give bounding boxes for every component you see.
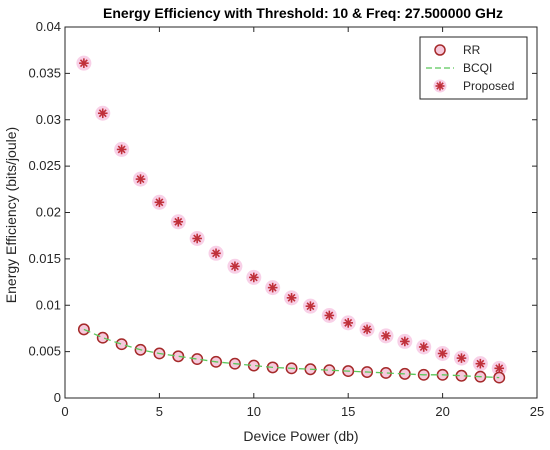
y-tick-label: 0.01 [36,297,61,312]
proposed-point-stroke [438,349,447,358]
legend-proposed-marker-stroke [436,82,444,90]
proposed-point [456,353,467,363]
proposed-point [437,348,448,359]
legend-bcqi-label: BCQI [463,61,492,75]
proposed-point-stroke [230,262,239,271]
rr-point [96,331,109,344]
proposed-point [418,342,429,352]
x-tick-label: 0 [61,404,68,419]
y-tick-label: 0.03 [36,112,61,127]
proposed-point [249,272,259,283]
proposed-point [135,174,146,184]
legend-rr-label: RR [463,43,481,57]
proposed-point [97,108,108,119]
proposed-point-stroke [212,249,220,258]
proposed-point [324,310,335,321]
y-axis-label: Energy Efficiency (bits/joule) [3,127,19,303]
proposed-point-stroke [268,283,277,292]
y-tick-label: 0.035 [28,65,61,80]
chart-title: Energy Efficiency with Threshold: 10 & F… [103,5,503,21]
proposed-point [211,248,221,259]
proposed-point-stroke [382,331,390,340]
proposed-point-stroke [306,302,315,311]
bcqi-line [83,328,500,379]
proposed-point-stroke [287,293,296,302]
proposed-point-stroke [136,175,145,184]
proposed-point-stroke [495,364,504,373]
proposed-point [173,216,184,227]
proposed-point [362,324,372,335]
y-tick-label: 0 [54,390,61,405]
proposed-point-stroke [79,59,88,68]
proposed-point-stroke [344,318,353,327]
rr-point [172,350,185,363]
proposed-point-stroke [117,145,126,154]
proposed-point [305,301,316,311]
proposed-point-stroke [249,273,258,282]
y-tick-label: 0.04 [36,19,61,34]
proposed-point-stroke [419,343,428,351]
proposed-point [381,331,391,341]
legend-proposed-label: Proposed [463,79,514,93]
rr-point [191,353,204,365]
proposed-point-stroke [457,354,466,363]
legend-proposed-marker [435,81,445,91]
proposed-point [267,282,278,293]
proposed-point [286,293,297,303]
proposed-point [400,336,410,347]
y-tick-label: 0.02 [36,205,61,220]
rr-point [115,338,128,351]
proposed-point-stroke [174,217,183,226]
legend-rr-marker [434,44,446,56]
plot-area: 0 5 10 15 20 25 0 0.005 0.01 0.015 0.02 0.025 0.03 0.… [28,19,544,419]
proposed-point [116,144,127,155]
proposed-point [230,261,240,272]
x-axis-label: Device Power (db) [243,428,358,444]
proposed-point [343,318,353,328]
y-tick-label: 0.025 [28,158,61,173]
proposed-point [494,363,505,374]
x-tick-label: 20 [435,404,449,419]
proposed-point-stroke [363,325,372,334]
y-tick-label: 0.015 [28,251,61,266]
proposed-point-stroke [476,359,485,368]
proposed-point [192,233,202,244]
x-tick-label: 10 [247,404,261,419]
proposed-point-stroke [325,311,334,320]
x-tick-label: 25 [530,404,544,419]
proposed-point [475,358,486,369]
proposed-point [79,58,89,68]
proposed-point-stroke [193,234,202,243]
proposed-point-stroke [155,198,164,207]
proposed-point [154,197,165,208]
x-tick-label: 5 [156,404,163,419]
y-tick-label: 0.005 [28,344,61,359]
x-tick-label: 15 [341,404,355,419]
proposed-point-stroke [98,109,107,118]
proposed-point-stroke [400,337,409,346]
